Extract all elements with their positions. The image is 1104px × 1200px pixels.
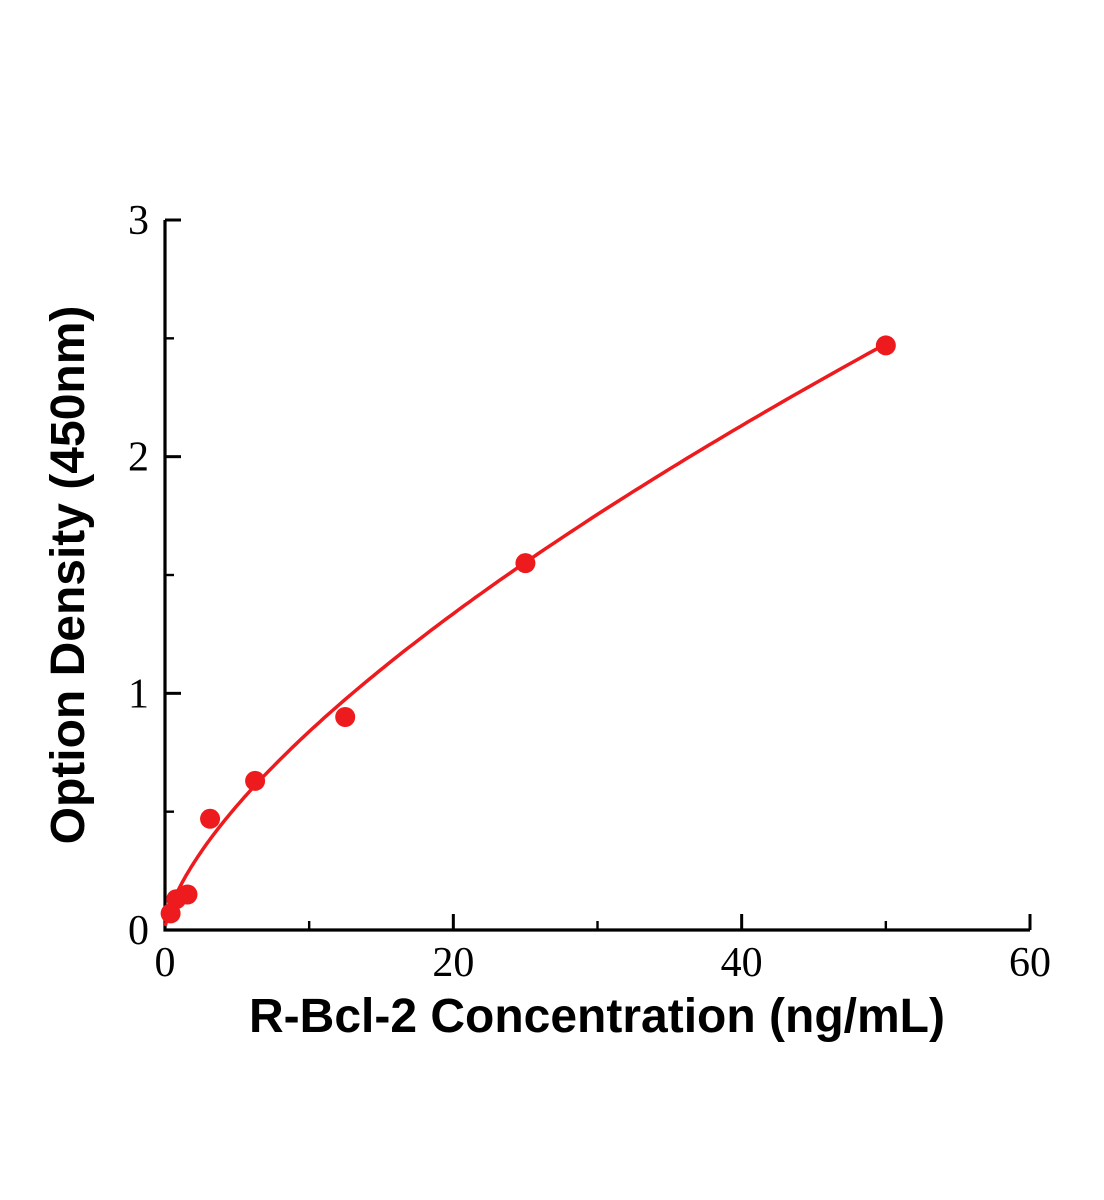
data-point: [515, 553, 536, 574]
axes-lines: [163, 220, 1030, 932]
y-tick-label: 2: [128, 435, 149, 481]
data-point: [875, 335, 896, 356]
x-tick-label: 0: [155, 940, 176, 986]
y-tick-label: 0: [128, 908, 149, 954]
data-point: [177, 884, 198, 905]
x-tick-label: 40: [721, 940, 763, 986]
y-tick-label: 1: [128, 671, 149, 717]
x-tick-label: 20: [432, 940, 474, 986]
x-tick-label: 60: [1009, 940, 1051, 986]
data-point: [335, 707, 356, 727]
fit-curve: [163, 342, 888, 927]
y-axis-title: Option Density (450nm): [42, 306, 95, 845]
data-point: [200, 808, 221, 829]
plot-area: 0 20 40 60 0 1 2 3: [128, 198, 1051, 986]
y-tick-label: 3: [128, 198, 149, 244]
data-point: [245, 770, 266, 791]
x-axis-title: R-Bcl-2 Concentration (ng/mL): [249, 990, 945, 1043]
